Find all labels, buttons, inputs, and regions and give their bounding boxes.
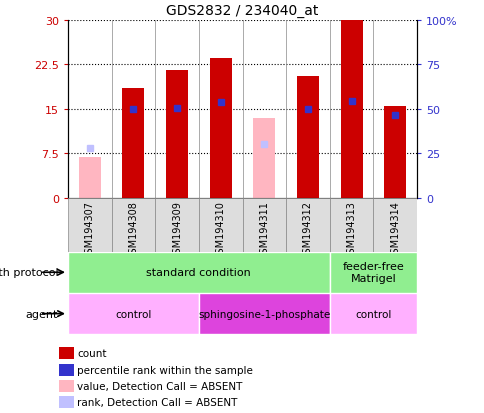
Bar <box>111 198 155 252</box>
Text: GSM194308: GSM194308 <box>128 201 138 260</box>
Text: GSM194312: GSM194312 <box>302 201 312 260</box>
Text: control: control <box>354 309 391 319</box>
Bar <box>59 347 74 359</box>
Bar <box>59 396 74 408</box>
Text: GSM194309: GSM194309 <box>172 201 182 260</box>
Text: GSM194311: GSM194311 <box>259 201 269 260</box>
Bar <box>209 59 231 198</box>
Text: feeder-free
Matrigel: feeder-free Matrigel <box>342 262 404 283</box>
Bar <box>286 198 329 252</box>
Bar <box>242 198 286 252</box>
Bar <box>78 158 101 198</box>
Text: standard condition: standard condition <box>146 268 251 278</box>
Bar <box>59 364 74 376</box>
Text: value, Detection Call = ABSENT: value, Detection Call = ABSENT <box>77 382 242 392</box>
Bar <box>383 107 405 198</box>
Bar <box>329 293 416 335</box>
Bar <box>373 198 416 252</box>
Bar <box>68 252 329 293</box>
Bar <box>59 380 74 392</box>
Text: control: control <box>115 309 151 319</box>
Text: growth protocol: growth protocol <box>0 268 58 278</box>
Bar <box>329 198 373 252</box>
Text: GSM194310: GSM194310 <box>215 201 225 260</box>
Text: rank, Detection Call = ABSENT: rank, Detection Call = ABSENT <box>77 396 237 406</box>
Bar <box>155 198 198 252</box>
Bar <box>166 71 188 198</box>
Text: percentile rank within the sample: percentile rank within the sample <box>77 365 252 375</box>
Bar <box>340 21 362 198</box>
Bar <box>68 198 111 252</box>
Bar <box>198 198 242 252</box>
Text: GSM194314: GSM194314 <box>390 201 399 260</box>
Title: GDS2832 / 234040_at: GDS2832 / 234040_at <box>166 4 318 18</box>
Bar <box>198 293 329 335</box>
Bar <box>253 118 275 198</box>
Text: sphingosine-1-phosphate: sphingosine-1-phosphate <box>198 309 330 319</box>
Text: GSM194307: GSM194307 <box>85 201 94 260</box>
Text: agent: agent <box>26 309 58 319</box>
Text: GSM194313: GSM194313 <box>346 201 356 260</box>
Text: count: count <box>77 349 106 358</box>
Bar <box>68 293 198 335</box>
Bar <box>329 252 416 293</box>
Bar <box>122 89 144 198</box>
Bar <box>296 77 318 198</box>
